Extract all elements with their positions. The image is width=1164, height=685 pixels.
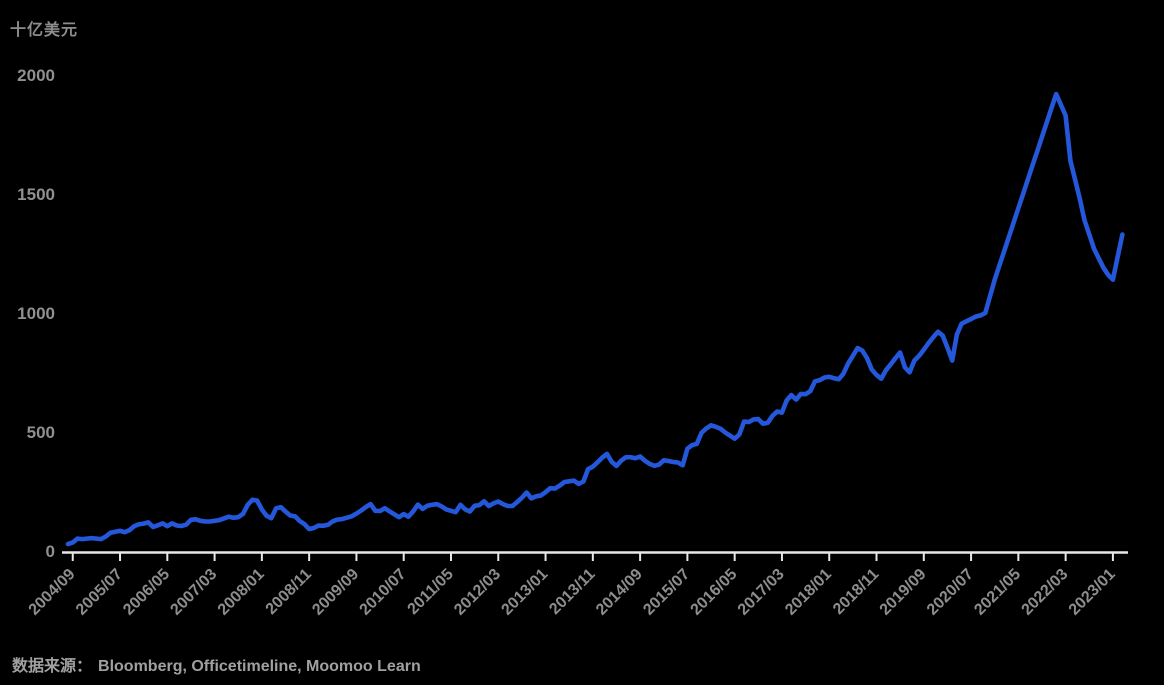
x-axis-tick-label: 2013/11 xyxy=(546,566,598,618)
x-axis-tick-label: 2004/09 xyxy=(26,566,79,619)
x-axis-tick-label: 2020/07 xyxy=(924,566,977,619)
line-chart-canvas: 05001000150020002004/092005/072006/05200… xyxy=(17,66,1128,619)
x-axis-tick-label: 2013/01 xyxy=(498,566,551,619)
x-axis-tick-label: 2010/07 xyxy=(357,566,410,619)
data-source-label: 数据来源： xyxy=(12,658,93,675)
x-axis-tick-label: 2022/03 xyxy=(1019,566,1072,619)
x-axis-tick-label: 2008/01 xyxy=(215,566,268,619)
x-axis-tick-label: 2009/09 xyxy=(309,566,362,619)
y-axis-tick-label: 0 xyxy=(46,542,55,561)
x-axis-tick-label: 2017/03 xyxy=(735,566,788,619)
y-axis-tick-label: 2000 xyxy=(17,66,55,85)
x-axis-tick-label: 2011/05 xyxy=(405,566,457,618)
x-axis-tick-label: 2023/01 xyxy=(1066,566,1119,619)
data-source-values: Bloomberg, Officetimeline, Moomoo Learn xyxy=(98,658,421,675)
x-axis-tick-label: 2014/09 xyxy=(593,566,646,619)
x-axis-tick-label: 2016/05 xyxy=(688,566,741,619)
x-axis-tick-label: 2012/03 xyxy=(451,566,504,619)
x-axis-tick-label: 2018/01 xyxy=(782,566,835,619)
x-axis-tick-label: 2018/11 xyxy=(830,566,882,618)
y-axis-tick-label: 1500 xyxy=(17,185,55,204)
x-axis-tick-label: 2015/07 xyxy=(640,566,693,619)
y-axis-tick-label: 1000 xyxy=(17,304,55,323)
x-axis-tick-label: 2008/11 xyxy=(263,566,315,618)
x-axis-tick-label: 2007/03 xyxy=(167,566,220,619)
market-cap-line xyxy=(65,91,1125,547)
y-axis-tick-label: 500 xyxy=(27,423,55,442)
x-axis-tick-label: 2005/07 xyxy=(73,566,126,619)
x-axis-tick-label: 2019/09 xyxy=(877,566,930,619)
data-source-footer: 数据来源： Bloomberg, Officetimeline, Moomoo L… xyxy=(12,652,421,676)
x-axis-tick-label: 2021/05 xyxy=(971,566,1024,619)
x-axis-tick-label: 2006/05 xyxy=(120,566,173,619)
y-axis-unit-label: 十亿美元 xyxy=(10,22,79,39)
